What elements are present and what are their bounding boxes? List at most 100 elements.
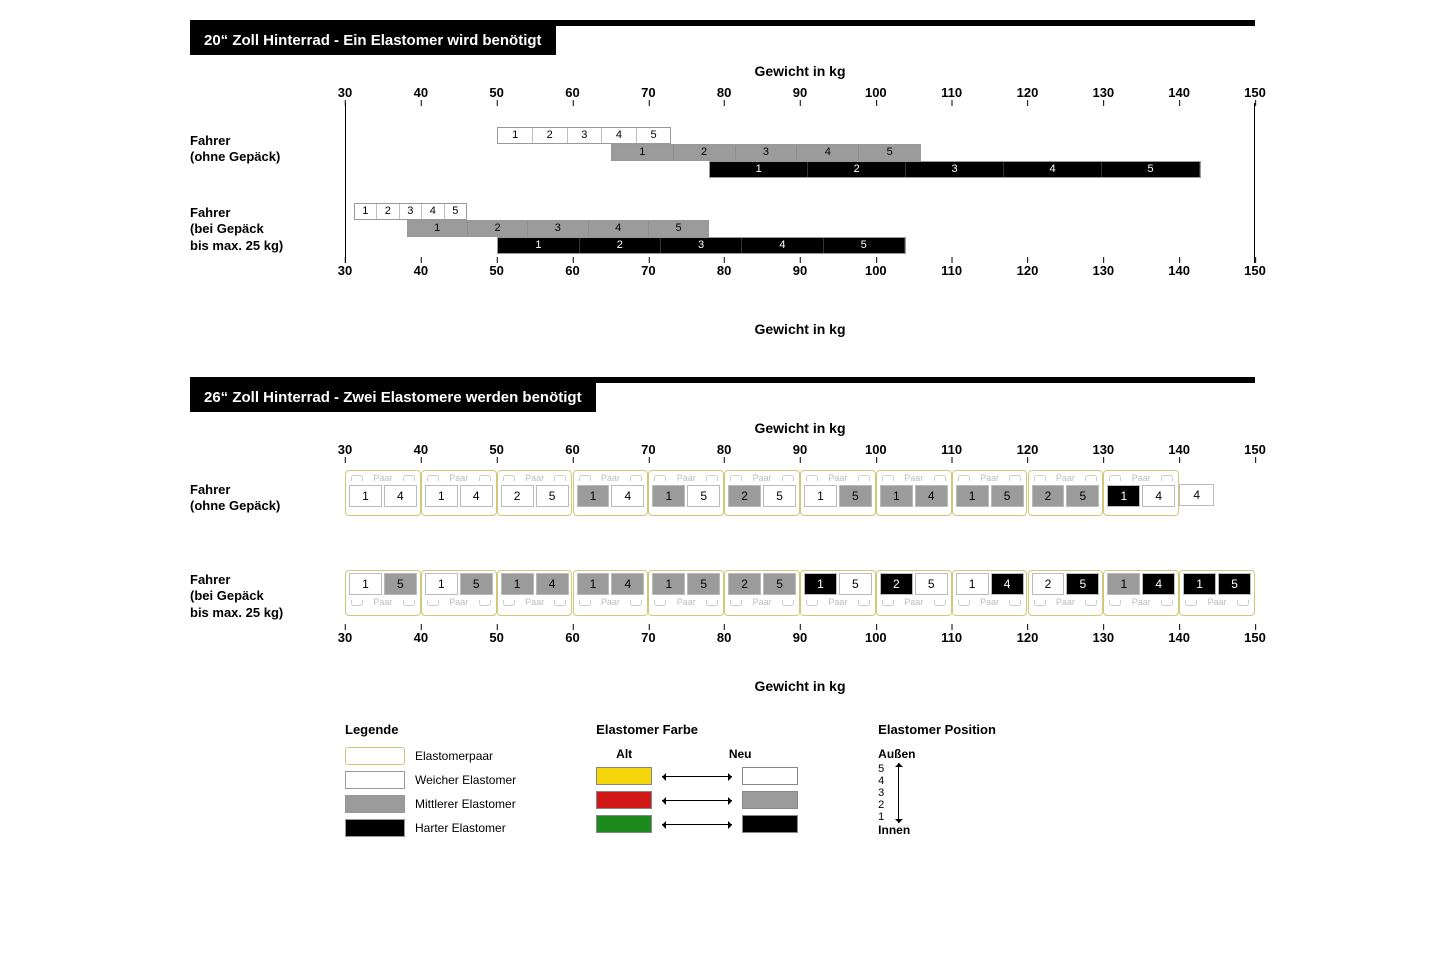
pair-label: Paar	[956, 473, 1024, 483]
bar-segment: 1	[612, 145, 674, 160]
bar-segment: 4	[602, 128, 637, 143]
axis-tick: 80	[717, 630, 731, 645]
elastomer-cell-soft: 1	[425, 573, 458, 595]
elastomer-cell-soft: 5	[763, 485, 796, 507]
bar-segment: 1	[498, 238, 579, 253]
axis-tick: 100	[865, 442, 887, 457]
elastomer-cell-soft: 1	[349, 573, 382, 595]
elastomer-cell-mid: 4	[611, 573, 644, 595]
elastomer-cell-hard: 1	[804, 573, 837, 595]
bar-segment: 2	[580, 238, 661, 253]
label-line: (ohne Gepäck)	[190, 149, 330, 165]
axis-tick: 70	[641, 263, 655, 278]
bar-segment: 4	[742, 238, 823, 253]
elastomer-pair: 25Paar	[1028, 570, 1104, 616]
bar-segment: 4	[797, 145, 859, 160]
bar-segment: 5	[824, 238, 905, 253]
pair-label: Paar	[425, 473, 493, 483]
section1-title: 20“ Zoll Hinterrad - Ein Elastomer wird …	[190, 26, 556, 55]
elastomer-pair: Paar15	[648, 470, 724, 516]
elastomer-cell-soft: 2	[501, 485, 534, 507]
elastomer-pair: Paar25	[724, 470, 800, 516]
axis-tick: 90	[793, 263, 807, 278]
elastomer-cell-mid: 1	[652, 485, 685, 507]
axis-ticks-top: 30405060708090100110120130140150	[345, 85, 1255, 103]
position-numbers: 54321	[878, 763, 884, 823]
elastomer-pair: Paar14	[421, 470, 497, 516]
axis-tick: 50	[489, 442, 503, 457]
vertical-arrow-icon	[898, 763, 899, 823]
axis-tick: 110	[941, 85, 962, 100]
elastomer-cell-hard: 4	[1142, 573, 1175, 595]
pair-label: Paar	[1032, 473, 1100, 483]
swatch-green	[596, 815, 652, 833]
axis-tick: 90	[793, 630, 807, 645]
elastomer-cell-mid: 5	[991, 485, 1024, 507]
pair-label: Paar	[804, 597, 872, 607]
bar-segment: 3	[568, 128, 603, 143]
elastomer-cell-mid: 5	[763, 573, 796, 595]
axis-tick: 70	[641, 630, 655, 645]
elastomer-pair: Paar14	[345, 470, 421, 516]
pair-label: Paar	[1107, 473, 1175, 483]
section2-title: 26“ Zoll Hinterrad - Zwei Elastomere wer…	[190, 383, 596, 412]
elastomer-pair: 14Paar	[497, 570, 573, 616]
axis-tick: 60	[565, 442, 579, 457]
legend-colors: Elastomer Farbe Alt Neu	[596, 722, 798, 843]
axis-tick: 150	[1244, 263, 1266, 278]
axis-tick: 100	[865, 630, 887, 645]
chart2: Gewicht in kg Fahrer (ohne Gepäck) Fahre…	[190, 420, 1255, 694]
position-number: 5	[878, 763, 884, 775]
bar-segment: 4	[1004, 162, 1102, 177]
swatch-red	[596, 791, 652, 809]
elastomer-cell-soft: 1	[425, 485, 458, 507]
elastomer-cell-mid: 1	[956, 485, 989, 507]
elastomer-pair: 15Paar	[648, 570, 724, 616]
axis-tick: 90	[793, 85, 807, 100]
axis-tick: 50	[489, 85, 503, 100]
legend-position: Elastomer Position Außen 54321 Innen	[878, 722, 996, 843]
pair-label: Paar	[1183, 597, 1251, 607]
axis-tick: 130	[1092, 442, 1114, 457]
elastomer-pair: Paar15	[800, 470, 876, 516]
axis-tick: 30	[338, 263, 352, 278]
axis-tick: 110	[941, 630, 962, 645]
bar-segment: 1	[710, 162, 808, 177]
axis-tick: 140	[1168, 442, 1190, 457]
bar-segment: 2	[808, 162, 906, 177]
axis-tick: 70	[641, 85, 655, 100]
axis-tick: 150	[1244, 442, 1266, 457]
elastomer-bar-mid: 12345	[407, 220, 710, 237]
bar-segment: 4	[422, 204, 445, 219]
bar-segment: 1	[355, 204, 378, 219]
label-line: Fahrer	[190, 482, 330, 498]
elastomer-pair: Paar14	[876, 470, 952, 516]
double-arrow-icon	[662, 800, 732, 801]
elastomer-pair: 15Paar	[345, 570, 421, 616]
elastomer-pair: 14Paar	[1103, 570, 1179, 616]
axis-tick: 60	[565, 263, 579, 278]
legend-types: Legende Elastomerpaar Weicher Elastomer …	[345, 722, 516, 843]
row-label-no-luggage: Fahrer (ohne Gepäck)	[190, 482, 330, 515]
label-line: (bei Gepäck	[190, 588, 330, 604]
axis-tick: 60	[565, 85, 579, 100]
axis-tick: 50	[489, 630, 503, 645]
pair-label: Paar	[880, 473, 948, 483]
elastomer-bar-hard: 12345	[497, 237, 906, 254]
elastomer-cell-soft: 4	[1179, 484, 1214, 506]
bar-segment: 5	[649, 221, 708, 236]
section-20-inch: 20“ Zoll Hinterrad - Ein Elastomer wird …	[190, 20, 1255, 337]
bar-segment: 5	[1102, 162, 1200, 177]
section-26-inch: 26“ Zoll Hinterrad - Zwei Elastomere wer…	[190, 377, 1255, 694]
position-number: 3	[878, 787, 884, 799]
pair-label: Paar	[956, 597, 1024, 607]
axis-tick: 140	[1168, 630, 1190, 645]
axis-tick: 60	[565, 630, 579, 645]
label-line: Fahrer	[190, 133, 330, 149]
axis-tick: 140	[1168, 263, 1190, 278]
axis-tick: 110	[941, 263, 962, 278]
elastomer-bar-soft: 12345	[354, 203, 468, 220]
bar-segment: 3	[736, 145, 798, 160]
elastomer-pair: Paar 15	[952, 470, 1028, 516]
elastomer-bar-soft: 12345	[497, 127, 671, 144]
